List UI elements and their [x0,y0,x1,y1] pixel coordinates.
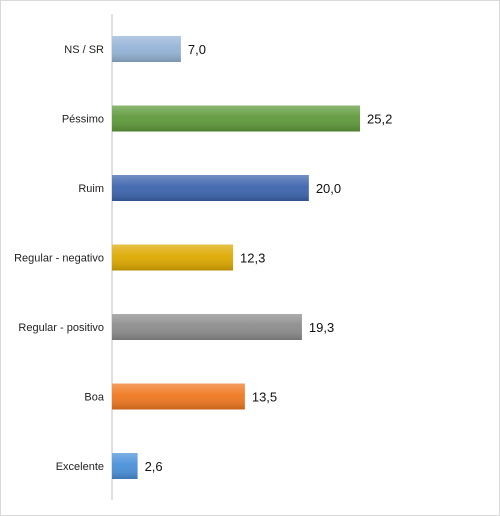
bar-shading-2 [112,175,309,201]
value-label-4: 19,3 [309,320,334,335]
bar-shading-3 [112,244,234,271]
value-label-2: 20,0 [316,181,341,196]
value-label-3: 12,3 [240,251,265,266]
category-label-0: NS / SR [64,44,104,56]
value-label-6: 2,6 [145,459,163,474]
category-label-2: Ruim [78,183,104,195]
bar-shading-1 [112,105,360,132]
bar-shading-6 [112,453,138,479]
value-label-0: 7,0 [188,42,206,57]
bar-shading-0 [112,36,181,62]
category-label-4: Regular - positivo [18,322,104,334]
value-label-5: 13,5 [252,390,277,405]
category-label-6: Excelente [56,461,104,473]
category-label-3: Regular - negativo [14,253,104,265]
bar-shading-5 [112,383,245,410]
bar-shading-4 [112,314,302,340]
value-label-1: 25,2 [367,112,392,127]
category-label-5: Boa [84,392,104,404]
category-label-1: Péssimo [62,114,104,126]
